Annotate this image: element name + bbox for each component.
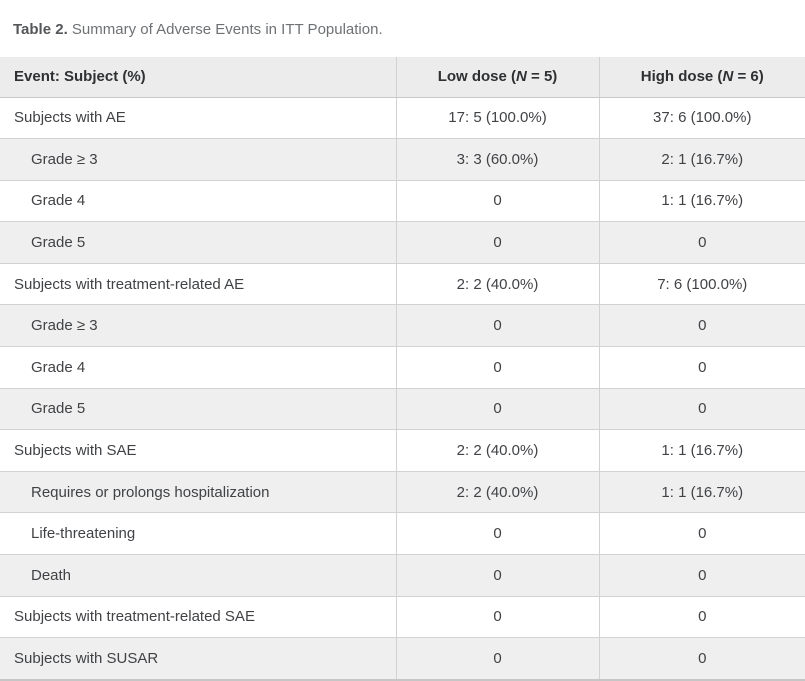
header-event-subject: Event: Subject (%) bbox=[0, 57, 396, 98]
low-dose-value-cell: 0 bbox=[395, 388, 599, 431]
high-dose-value-cell: 0 bbox=[598, 596, 805, 639]
table-row: Grade ≥ 3 3: 3 (60.0%) 2: 1 (16.7%) bbox=[0, 138, 805, 181]
high-dose-value-cell: 37: 6 (100.0%) bbox=[598, 97, 805, 140]
header-low-dose-prefix: Low dose ( bbox=[437, 68, 517, 86]
table-row: Grade 4 0 1: 1 (16.7%) bbox=[0, 180, 805, 223]
event-label-cell: Grade 4 bbox=[0, 346, 396, 389]
event-label-cell: Grade 5 bbox=[0, 221, 396, 264]
event-label-cell: Grade ≥ 3 bbox=[0, 304, 396, 348]
high-dose-value-cell: 1: 1 (16.7%) bbox=[598, 180, 805, 223]
table-row: Requires or prolongs hospitalization 2: 2… bbox=[0, 471, 805, 514]
header-row: Event: Subject (%) Low dose (N = 5) High… bbox=[0, 57, 805, 98]
event-label-cell: Grade 4 bbox=[0, 180, 396, 223]
event-label-cell: Grade 5 bbox=[0, 388, 396, 431]
low-dose-value-cell: 0 bbox=[395, 221, 599, 264]
table-caption-text: Summary of Adverse Events in ITT Populat… bbox=[67, 21, 383, 38]
header-high-dose-prefix: High dose ( bbox=[640, 68, 723, 86]
header-high-dose-n: N bbox=[722, 68, 734, 86]
adverse-events-table: Event: Subject (%) Low dose (N = 5) High… bbox=[0, 57, 805, 681]
header-low-dose-n: N bbox=[516, 68, 527, 86]
header-high-dose-suffix: = 6) bbox=[733, 68, 764, 86]
high-dose-value-cell: 2: 1 (16.7%) bbox=[598, 138, 805, 181]
event-label-cell: Subjects with SUSAR bbox=[0, 637, 396, 681]
event-label-cell: Subjects with SAE bbox=[0, 429, 396, 472]
low-dose-value-cell: 0 bbox=[395, 346, 599, 389]
low-dose-value-cell: 0 bbox=[395, 512, 599, 556]
low-dose-value-cell: 0 bbox=[395, 596, 599, 639]
event-label-cell: Subjects with treatment-related SAE bbox=[0, 596, 396, 639]
table-row: Subjects with treatment-related SAE 0 0 bbox=[0, 596, 805, 639]
header-high-dose: High dose (N = 6) bbox=[598, 57, 805, 98]
high-dose-value-cell: 0 bbox=[598, 637, 805, 681]
event-label-cell: Subjects with treatment-related AE bbox=[0, 263, 396, 306]
low-dose-value-cell: 2: 2 (40.0%) bbox=[395, 429, 599, 472]
table-caption: Table 2. Summary of Adverse Events in IT… bbox=[0, 0, 805, 57]
table-row: Subjects with AE 17: 5 (100.0%) 37: 6 (100… bbox=[0, 97, 805, 140]
table-caption-label: Table 2. bbox=[13, 21, 68, 38]
table-header: Event: Subject (%) Low dose (N = 5) High… bbox=[0, 57, 805, 98]
event-label-cell: Grade ≥ 3 bbox=[0, 138, 396, 181]
event-label-cell: Requires or prolongs hospitalization bbox=[0, 471, 396, 514]
table-row: Subjects with treatment-related AE 2: 2 (… bbox=[0, 263, 805, 306]
event-label-cell: Life-threatening bbox=[0, 512, 396, 556]
table-body: Subjects with AE 17: 5 (100.0%) 37: 6 (100… bbox=[0, 97, 805, 681]
low-dose-value-cell: 2: 2 (40.0%) bbox=[395, 263, 599, 306]
event-label-cell: Death bbox=[0, 554, 396, 597]
table-row: Subjects with SAE 2: 2 (40.0%) 1: 1 (16.7%… bbox=[0, 429, 805, 472]
high-dose-value-cell: 1: 1 (16.7%) bbox=[598, 471, 805, 514]
table-row: Life-threatening 0 0 bbox=[0, 512, 805, 556]
high-dose-value-cell: 7: 6 (100.0%) bbox=[598, 263, 805, 306]
header-low-dose: Low dose (N = 5) bbox=[395, 57, 599, 98]
high-dose-value-cell: 0 bbox=[598, 346, 805, 389]
high-dose-value-cell: 0 bbox=[598, 512, 805, 556]
low-dose-value-cell: 0 bbox=[395, 304, 599, 348]
low-dose-value-cell: 17: 5 (100.0%) bbox=[395, 97, 599, 140]
high-dose-value-cell: 1: 1 (16.7%) bbox=[598, 429, 805, 472]
low-dose-value-cell: 0 bbox=[395, 637, 599, 681]
low-dose-value-cell: 0 bbox=[395, 554, 599, 597]
table-row: Death 0 0 bbox=[0, 554, 805, 597]
event-label-cell: Subjects with AE bbox=[0, 97, 396, 140]
high-dose-value-cell: 0 bbox=[598, 554, 805, 597]
header-low-dose-suffix: = 5) bbox=[526, 68, 558, 86]
high-dose-value-cell: 0 bbox=[598, 221, 805, 264]
table-row: Subjects with SUSAR 0 0 bbox=[0, 637, 805, 681]
low-dose-value-cell: 3: 3 (60.0%) bbox=[395, 138, 599, 181]
low-dose-value-cell: 0 bbox=[395, 180, 599, 223]
high-dose-value-cell: 0 bbox=[598, 388, 805, 431]
high-dose-value-cell: 0 bbox=[598, 304, 805, 348]
low-dose-value-cell: 2: 2 (40.0%) bbox=[395, 471, 599, 514]
